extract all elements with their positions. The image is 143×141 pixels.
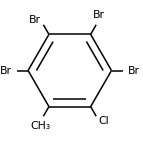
Text: Cl: Cl [99, 116, 109, 126]
Text: CH₃: CH₃ [31, 121, 51, 131]
Text: Br: Br [29, 15, 41, 25]
Text: Br: Br [93, 10, 105, 20]
Text: Br: Br [0, 66, 12, 75]
Text: Br: Br [128, 66, 140, 75]
